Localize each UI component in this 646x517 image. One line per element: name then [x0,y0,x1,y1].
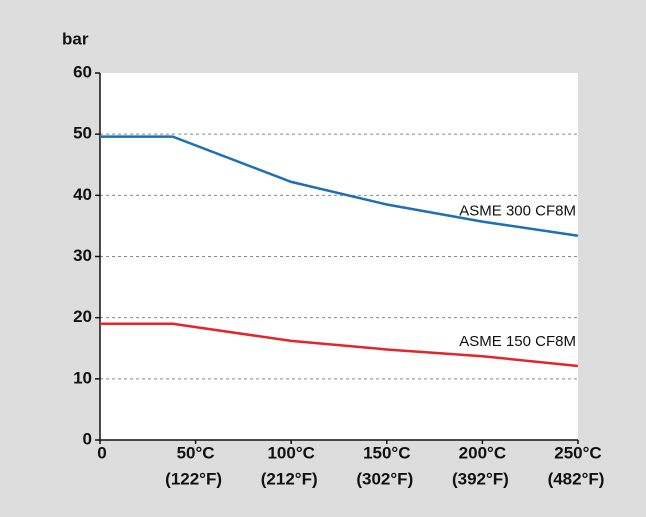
y-tick-label: 20 [73,307,92,326]
y-axis-label: bar [62,29,89,48]
x-tick-label: 50°C [177,443,215,462]
x-tick-label: 250°C [554,443,601,462]
series-label: ASME 150 CF8M [459,333,576,350]
y-tick-label: 60 [73,62,92,81]
x-tick-sublabel: (122°F) [165,469,222,488]
y-tick-label: 50 [73,124,92,143]
series-line [100,322,579,368]
series-label: ASME 300 CF8M [459,203,576,220]
x-tick-label: 150°C [363,443,410,462]
x-tick-sublabel: (212°F) [261,469,318,488]
y-tick-label: 40 [73,185,92,204]
y-tick-label: 0 [83,429,92,448]
x-tick-label: 0 [97,443,106,462]
x-tick-label: 100°C [267,443,314,462]
x-tick-label: 200°C [459,443,506,462]
x-tick-sublabel: (302°F) [356,469,413,488]
x-tick-sublabel: (482°F) [548,469,605,488]
series-line [100,135,579,237]
y-tick-label: 30 [73,246,92,265]
y-tick-label: 10 [73,368,92,387]
plot-area [100,73,578,440]
x-tick-sublabel: (392°F) [452,469,509,488]
